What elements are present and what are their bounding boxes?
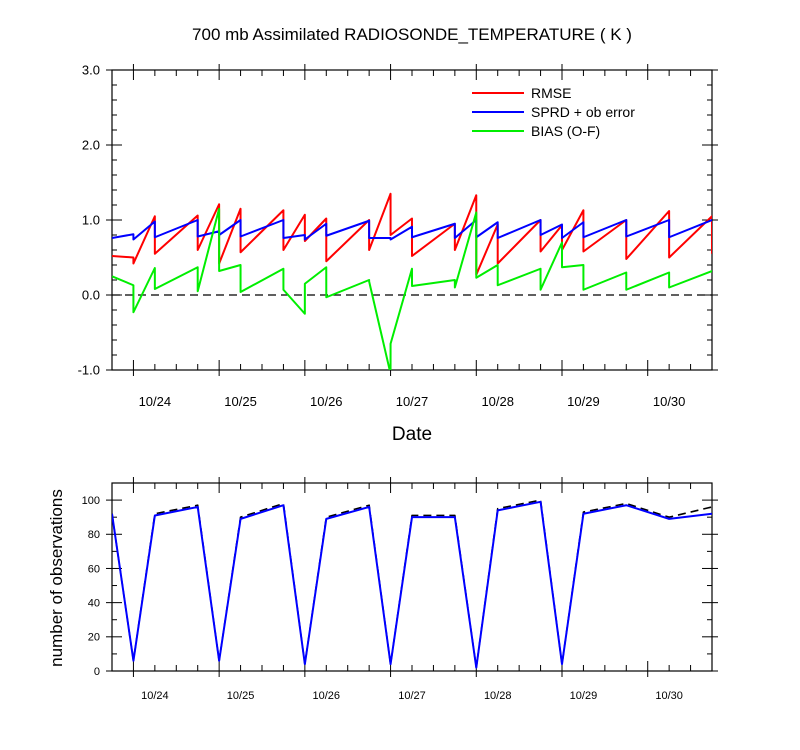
top-x-tick-label: 10/29 [567,394,600,409]
bottom-x-tick-label: 10/26 [313,690,341,702]
bottom-series-obs-possible [112,499,712,669]
top-y-tick-label: -1.0 [78,363,100,378]
legend: RMSE SPRD + ob error BIAS (O-F) [472,85,635,139]
top-series-group [112,192,712,370]
chart-title: 700 mb Assimilated RADIOSONDE_TEMPERATUR… [192,25,632,44]
bottom-series-obs-assimilated [112,500,712,669]
bottom-y-tick-label: 60 [88,563,100,575]
bottom-x-tick-label: 10/25 [227,690,255,702]
bottom-y-tick-label: 20 [88,632,100,644]
bottom-plot-area: 10/24 10/25 10/26 10/27 10/28 10/29 10/30 100 80… [82,477,718,702]
bottom-x-tick-label: 10/27 [398,690,426,702]
legend-label-sprd: SPRD + ob error [531,104,635,120]
top-plot-area: 10/24 10/25 10/26 10/27 10/28 10/29 10/30 3.0 2.… [78,63,718,409]
bottom-series-group [112,499,712,669]
top-x-tick-label: 10/28 [481,394,514,409]
bottom-x-tick-label: 10/30 [655,690,683,702]
legend-label-rmse: RMSE [531,85,571,101]
bottom-y-tick-label: 100 [82,495,100,507]
bottom-x-tick-label: 10/29 [570,690,598,702]
bottom-plot-frame [111,482,713,672]
bottom-x-tick-label: 10/28 [484,690,512,702]
bottom-y-tick-label: 0 [94,666,100,678]
top-x-tick-label: 10/26 [310,394,343,409]
top-y-tick-label: 2.0 [82,138,100,153]
top-x-tick-label: 10/30 [653,394,686,409]
top-y-tick-label: 3.0 [82,63,100,78]
legend-label-bias: BIAS (O-F) [531,123,600,139]
y-axis-label: number of observations [47,489,66,667]
x-axis-label: Date [392,424,432,445]
top-series-bias-o-f [112,207,712,370]
bottom-y-tick-label: 40 [88,597,100,609]
top-y-tick-label: 0.0 [82,288,100,303]
top-x-tick-label: 10/25 [224,394,257,409]
top-x-tick-label: 10/24 [139,394,172,409]
bottom-y-tick-label: 80 [88,529,100,541]
top-y-tick-label: 1.0 [82,213,100,228]
bottom-x-tick-label: 10/24 [141,690,169,702]
top-x-tick-label: 10/27 [396,394,429,409]
